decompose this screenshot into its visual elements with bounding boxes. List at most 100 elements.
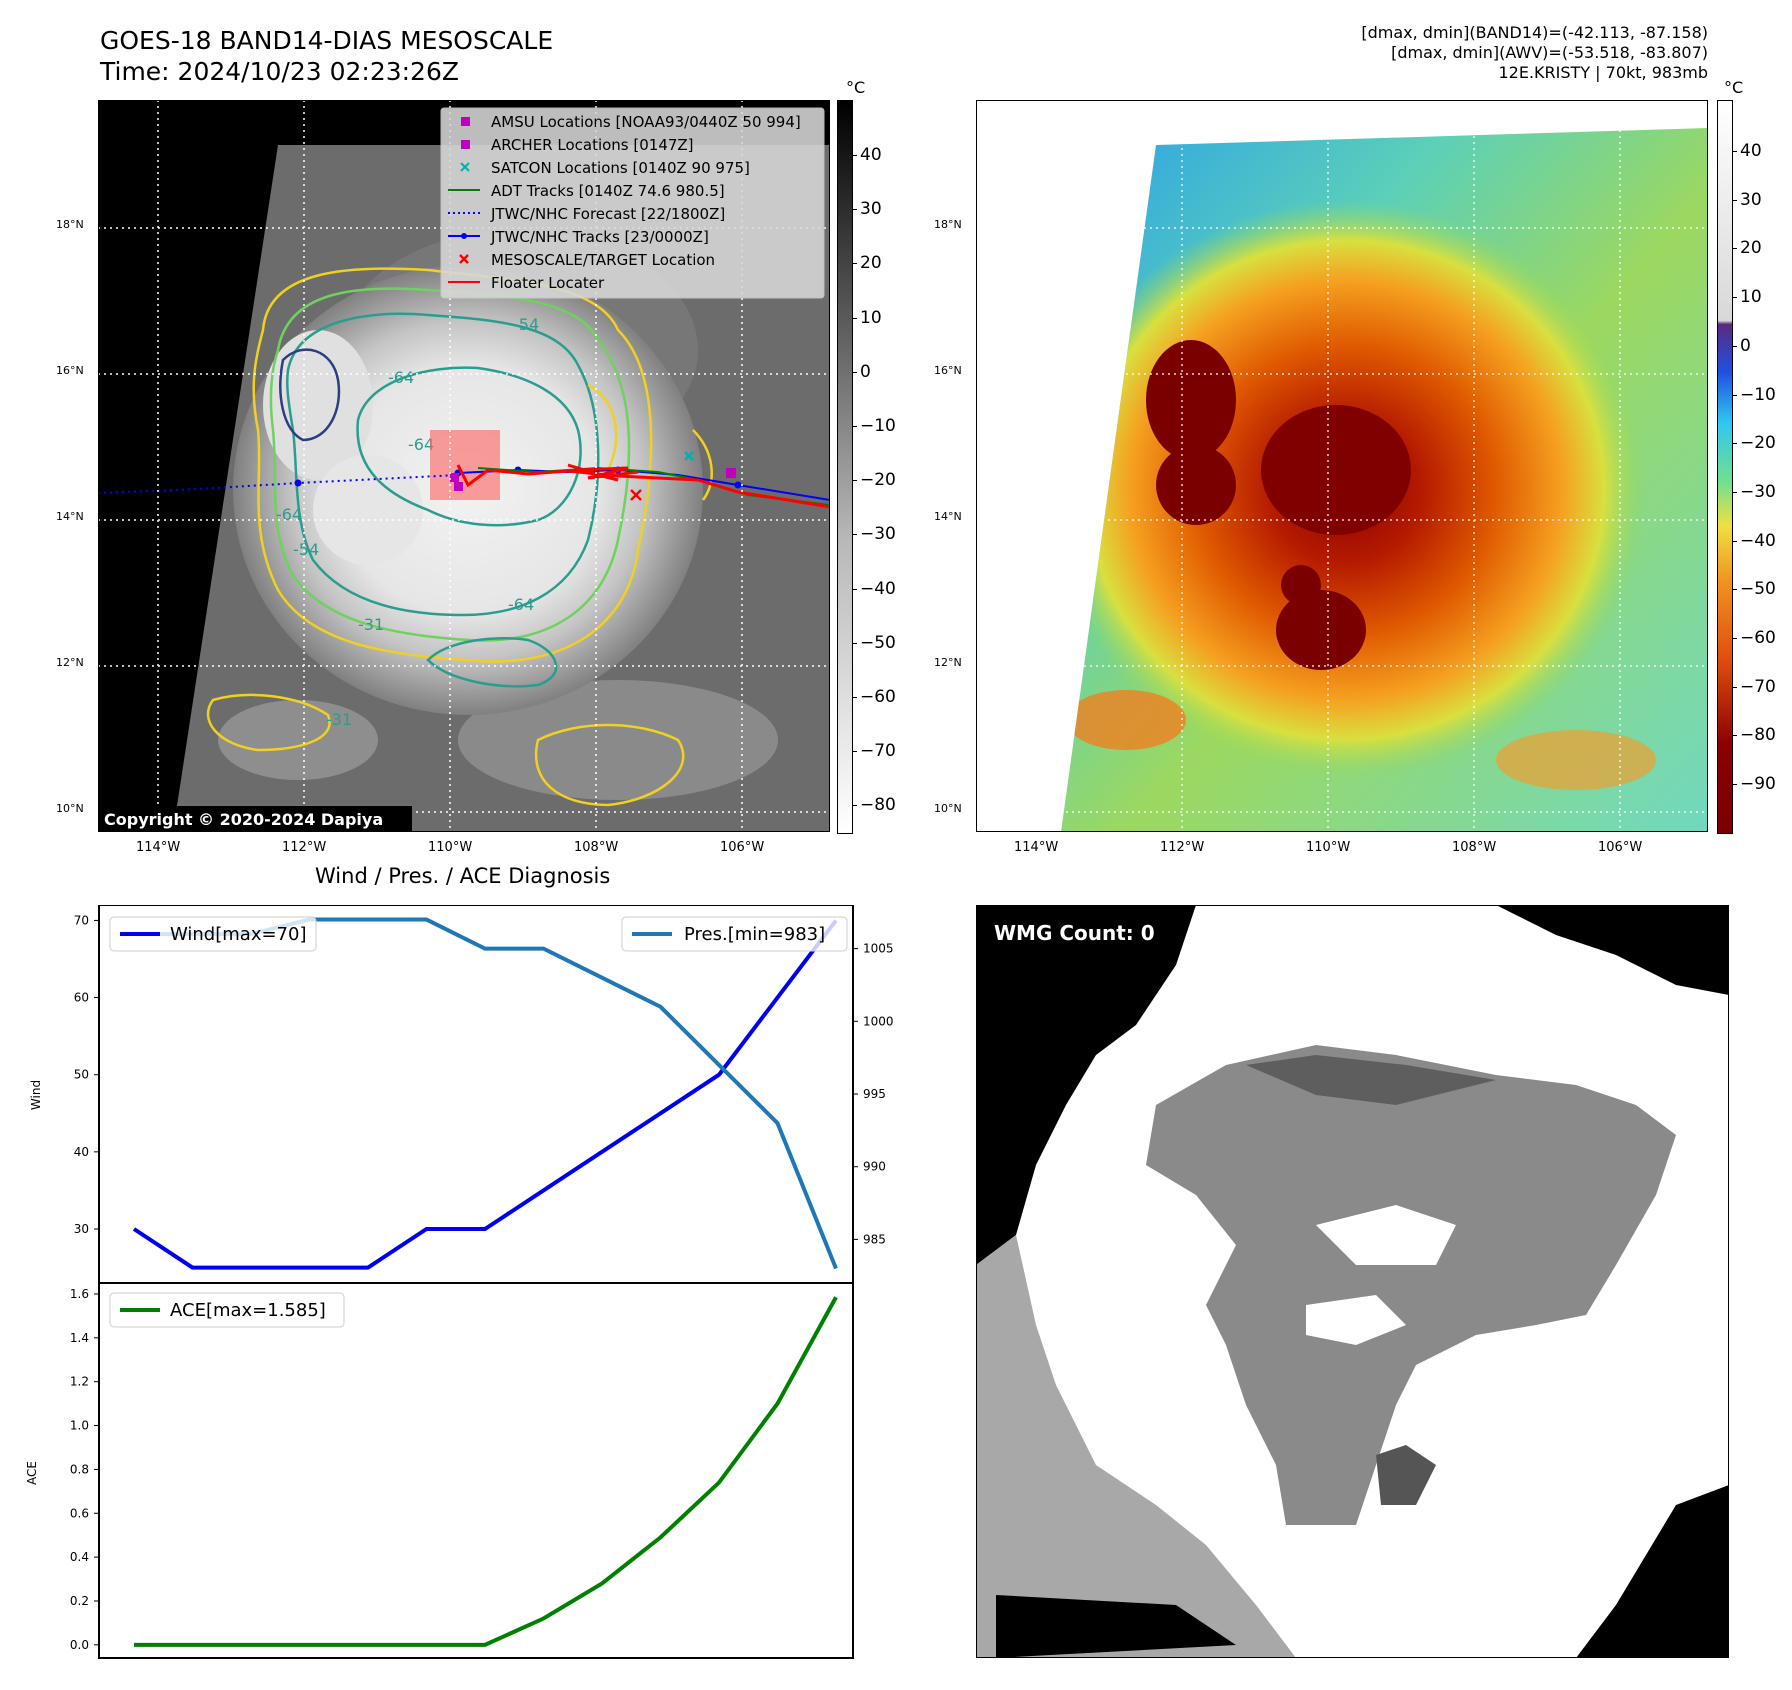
awv-lon-label: 110°W [1306,840,1351,855]
amsu-legend-icon [461,117,470,126]
ace-tick-label: 1.2 [70,1375,89,1389]
colorbar-tick: 40 [1740,141,1762,161]
colorbar-tick: 10 [860,307,882,328]
awv-lat-label: 14°N [934,510,962,523]
colorbar-tick: −40 [1740,530,1776,551]
ir-lat-label: 12°N [56,656,84,669]
legend-jtwc-forecast: JTWC/NHC Forecast [22/1800Z] [490,205,725,223]
ir-lon-label: 106°W [720,840,765,855]
pressure-tick-label: 995 [863,1087,886,1101]
awv-colorbar-unit: °C [1724,78,1744,97]
awv-colorbar-ticks: 40 30 20 10 0 −10 −20 −30 −40 −50 −60 −70 −80 −90 [1732,100,1792,832]
dmax-band14: [dmax, dmin](BAND14)=(-42.113, -87.158) [1361,23,1708,42]
contour-label: -64 [508,595,534,614]
wind-tick-label: 60 [74,991,89,1005]
copyright-label: Copyright © 2020-2024 Dapiya [104,810,383,829]
ace-tick-label: 1.0 [70,1419,89,1433]
ace-tick-label: 0.8 [70,1462,89,1476]
wind-pressure-chart: 706050403010051000995990985WindPressureW… [20,904,941,1284]
awv-lon-label: 112°W [1160,840,1205,855]
legend-floater: Floater Locater [491,274,605,292]
ace-tick-label: 0.2 [70,1594,89,1608]
colorbar-tick: −70 [1740,676,1776,697]
satcon-x-marker [684,451,694,461]
ace-tick-label: 0.0 [70,1638,89,1652]
ace-tick-label: 1.6 [70,1287,89,1301]
contour-label: -64 [388,368,414,387]
legend-amsu: AMSU Locations [NOAA93/0440Z 50 994] [491,113,801,131]
ace-tick-label: 0.6 [70,1506,89,1520]
jtwc-forecast-track [97,474,459,494]
wind-series-line [132,919,838,1270]
wind-tick-label: 70 [74,913,89,927]
awv-lon-label: 114°W [1014,840,1059,855]
amsu-archer-markers [450,468,736,491]
awv-lat-label: 10°N [934,802,962,815]
colorbar-tick: 30 [860,199,882,220]
colorbar-tick: −30 [860,524,896,545]
wind-tick-label: 30 [74,1222,89,1236]
target-x-marker [630,489,642,501]
legend-adt: ADT Tracks [0140Z 74.6 980.5] [491,182,725,200]
ir-lat-label: 18°N [56,218,84,231]
pressure-tick-label: 985 [863,1232,886,1246]
archer-legend-icon [461,140,470,149]
diagnosis-title: Wind / Pres. / ACE Diagnosis [315,864,611,888]
pressure-tick-label: 990 [863,1160,886,1174]
mesoscale-target-box [430,430,500,500]
ir-lat-label: 16°N [56,364,84,377]
awv-map-gridlines [976,100,1708,832]
colorbar-tick: 30 [1740,189,1762,210]
pressure-tick-label: 1000 [863,1014,894,1028]
pressure-tick-label: 1005 [863,942,894,956]
dmax-awv: [dmax, dmin](AWV)=(-53.518, -83.807) [1391,43,1708,62]
ir-lon-label: 114°W [136,840,181,855]
legend-jtwc-tracks: JTWC/NHC Tracks [23/0000Z] [490,228,709,246]
awv-lon-label: 106°W [1598,840,1643,855]
colorbar-tick: −30 [1740,481,1776,502]
colorbar-tick: −80 [1740,725,1776,746]
ace-legend-label: ACE[max=1.585] [170,1300,326,1321]
ir-colorbar-unit: °C [846,78,866,97]
colorbar-tick: −50 [1740,579,1776,600]
wind-legend-label: Wind[max=70] [170,924,307,945]
awv-lon-label: 108°W [1452,840,1497,855]
ace-legend-box [109,1292,345,1328]
awv-map-panel [975,99,1709,833]
colorbar-tick: −60 [860,687,896,707]
colorbar-tick: 0 [1740,335,1751,356]
colorbar-tick: −20 [1740,433,1776,454]
ace-tick-label: 0.4 [70,1550,89,1564]
contour-label: -54 [293,540,319,559]
ir-colorbar [837,100,853,834]
ir-lat-label: 14°N [56,510,84,523]
ir-lon-label: 110°W [428,840,473,855]
colorbar-tick: 20 [1740,238,1762,259]
target-legend-icon [459,254,469,264]
wmg-panel: WMG Count: 0 [975,904,1730,1659]
satcon-legend-icon [460,162,470,172]
colorbar-tick: −50 [860,632,896,653]
colorbar-tick: −60 [1740,628,1776,648]
chart-time: Time: 2024/10/23 02:23:26Z [100,57,459,86]
ir-lat-label: 10°N [56,802,84,815]
pressure-legend-box [621,916,848,952]
floater-track [456,464,831,509]
colorbar-tick: 20 [860,253,882,274]
colorbar-tick: −10 [1740,384,1776,405]
wmg-count-badge [986,915,1172,951]
ace-frame [98,1282,854,1659]
ir-colorbar-ticks: 40 30 20 10 0 −10 −20 −30 −40 −50 −60 −70 −80 [852,100,922,832]
awv-lat-label: 18°N [934,218,962,231]
awv-colorbar [1717,100,1733,834]
ir-map-legend: AMSU Locations [NOAA93/0440Z 50 994] ARC… [440,107,825,299]
colorbar-tick: 40 [860,145,882,165]
contour-label: -31 [326,710,352,729]
contour-label: -64 [408,435,434,454]
colorbar-tick: 10 [1740,287,1762,308]
legend-satcon: SATCON Locations [0140Z 90 975] [491,159,750,177]
pressure-legend-label: Pres.[min=983] [684,924,825,945]
colorbar-tick: −70 [860,741,896,762]
contour-label: -31 [358,615,384,634]
ir-lon-label: 112°W [282,840,327,855]
